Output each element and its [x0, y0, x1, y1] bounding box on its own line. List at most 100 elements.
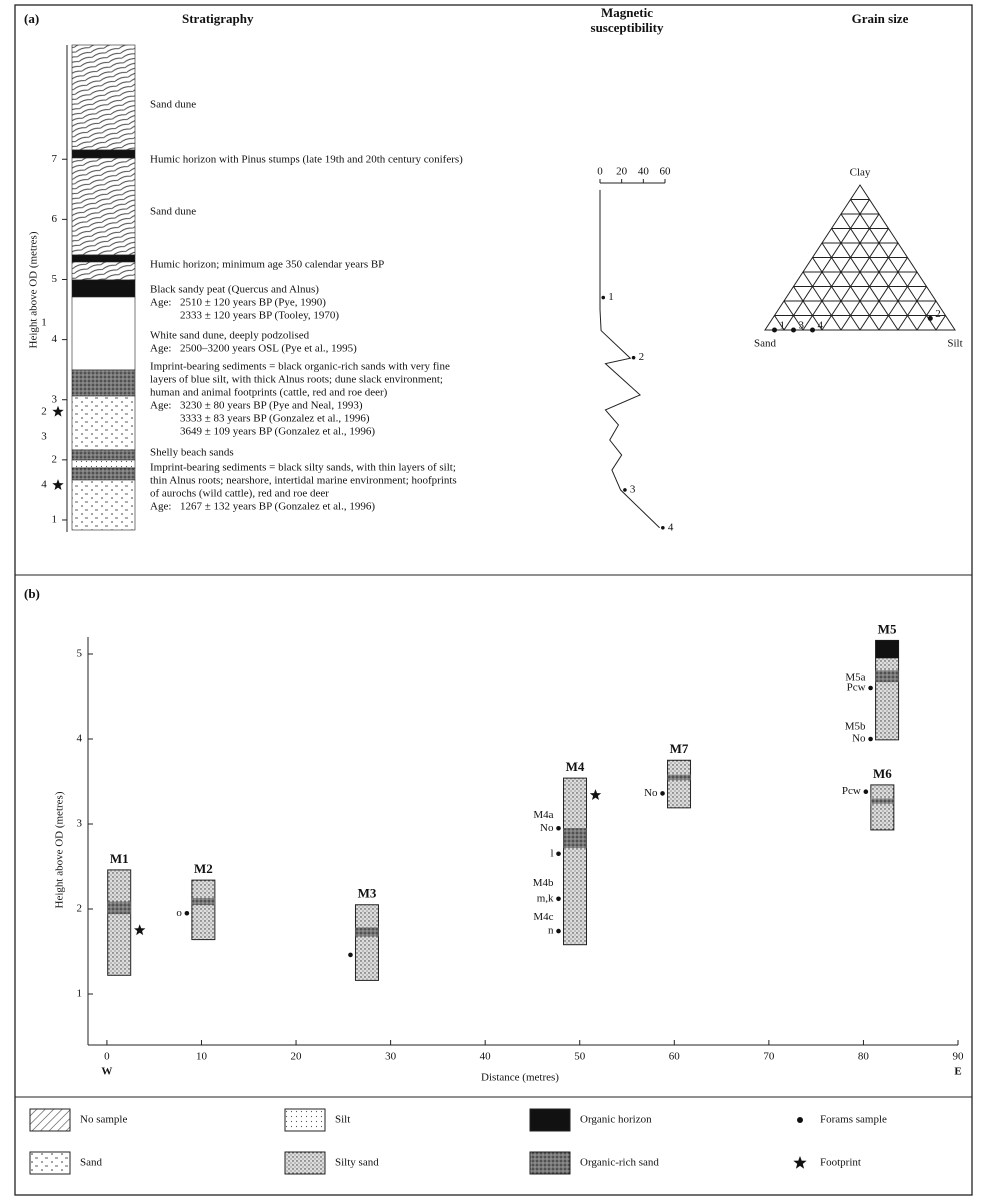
age-label: Age: [150, 501, 171, 513]
legend-label: No sample [80, 1114, 127, 1126]
x-tick-label: 10 [196, 1051, 208, 1063]
ternary-grid [832, 229, 899, 331]
mag-sample-label: 1 [608, 291, 614, 303]
sample-label: l [550, 847, 553, 859]
sample-label: Pcw [842, 785, 861, 797]
panel-label: (b) [24, 586, 40, 601]
forams-sample [864, 789, 869, 794]
forams-sample [185, 911, 190, 916]
mag-sample [661, 526, 665, 530]
column-layer [72, 297, 135, 370]
grain-size-title: Grain size [852, 11, 909, 26]
forams-sample [868, 686, 873, 691]
grain-sample-label: 1 [780, 320, 786, 332]
x-tick-label: 30 [385, 1051, 397, 1063]
layer-description: Black sandy peat (Quercus and Alnus) [150, 284, 319, 296]
column-layer [72, 370, 135, 396]
sample-label: n [548, 925, 554, 937]
layer-description: Imprint-bearing sediments = black organi… [150, 361, 450, 373]
direction-label: W [101, 1066, 112, 1078]
age: 1267 ± 132 years BP (Gonzalez et al., 19… [180, 501, 375, 513]
legend-swatch [530, 1109, 570, 1131]
legend-label: Silty sand [335, 1157, 379, 1169]
sample-label: Pcw [847, 682, 866, 694]
age-label: Age: [150, 343, 171, 355]
mag-sample [632, 356, 636, 360]
footprint [134, 924, 145, 935]
column-layer [72, 158, 135, 255]
forams-sample [556, 851, 561, 856]
core [192, 880, 215, 940]
legend-label: Forams sample [820, 1114, 887, 1126]
mag-sample-label: 4 [668, 521, 674, 533]
age: 2510 ± 120 years BP (Pye, 1990) [180, 297, 326, 309]
legend-swatch [285, 1109, 325, 1131]
legend-swatch [30, 1152, 70, 1174]
sample-label: M4c [533, 911, 553, 923]
direction-label: E [954, 1066, 961, 1078]
x-axis-label: Distance (metres) [481, 1072, 559, 1084]
column-layer [72, 450, 135, 460]
column-layer [72, 262, 135, 280]
layer-description: Sand dune [150, 206, 196, 218]
column-layer [72, 468, 135, 480]
core-name: M6 [873, 766, 892, 781]
y-tick-label: 5 [52, 273, 58, 285]
stratigraphy-title: Stratigraphy [182, 11, 254, 26]
magnetic-title: Magnetic [601, 5, 653, 20]
legend-label: Footprint [820, 1157, 861, 1169]
y-tick-label: 7 [52, 153, 58, 165]
legend-swatch [285, 1152, 325, 1174]
core-name: M2 [194, 861, 213, 876]
core [668, 760, 691, 808]
mag-sample [601, 296, 605, 300]
core-layer [871, 798, 894, 803]
sample-label: o [176, 907, 182, 919]
column-layer [72, 396, 135, 450]
y-axis-label: Height above OD (metres) [54, 791, 66, 908]
corner-label: Silt [947, 338, 962, 350]
mag-tick-label: 0 [597, 166, 603, 178]
mag-tick-label: 40 [638, 166, 650, 178]
grain-sample-label: 4 [818, 320, 824, 332]
legend-symbol [793, 1156, 806, 1169]
mag-tick-label: 60 [660, 166, 672, 178]
legend-label: Organic-rich sand [580, 1157, 659, 1169]
sample-label: 4 [41, 479, 47, 491]
age-label: Age: [150, 297, 171, 309]
layer-description: thin Alnus roots; nearshore, intertidal … [150, 475, 457, 487]
core-layer [668, 775, 691, 781]
core [355, 905, 378, 981]
sample-label: M4b [533, 877, 554, 889]
sample-label: No [540, 822, 554, 834]
core-name: M4 [566, 759, 585, 774]
sample-label: 3 [41, 431, 47, 443]
x-tick-label: 20 [291, 1051, 303, 1063]
legend-swatch [530, 1152, 570, 1174]
ternary-grid [822, 229, 889, 331]
magnetic-title: susceptibility [591, 20, 664, 35]
legend-label: Silt [335, 1114, 350, 1126]
core-layer [876, 670, 899, 682]
legend-label: Sand [80, 1157, 103, 1169]
y-tick-label: 2 [52, 453, 58, 465]
core-layer [192, 898, 215, 905]
column-layer [72, 280, 135, 297]
corner-label: Sand [754, 338, 777, 350]
core [564, 778, 587, 945]
y-axis-label: Height above OD (metres) [28, 231, 40, 348]
mag-tick-label: 20 [616, 166, 628, 178]
column-layer [72, 45, 135, 150]
core [871, 785, 894, 830]
core-name: M3 [358, 886, 377, 901]
age-label: Age: [150, 400, 171, 412]
grain-sample-label: 3 [799, 320, 805, 332]
core-layer [355, 927, 378, 936]
column-layer [72, 150, 135, 158]
y-tick-label: 4 [77, 733, 83, 745]
sample-label: M4a [533, 809, 553, 821]
layer-description: White sand dune, deeply podzolised [150, 330, 310, 342]
sample-label: M5b [845, 721, 866, 733]
legend-symbol [797, 1117, 803, 1123]
grain-sample-label: 2 [935, 308, 941, 320]
